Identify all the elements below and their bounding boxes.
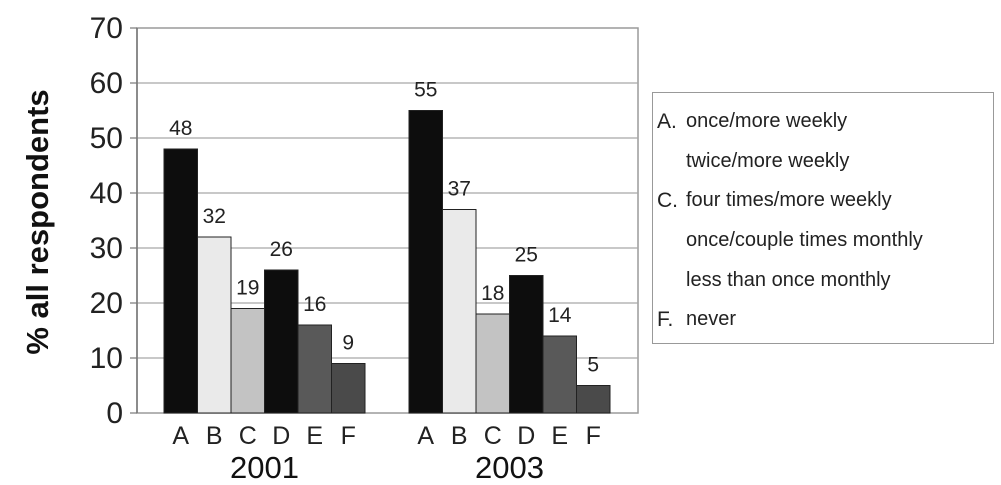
bar [408, 110, 443, 414]
legend-item: A. once/more weekly [657, 102, 993, 142]
y-tick-label: 70 [90, 12, 123, 45]
bar [331, 363, 366, 414]
y-tick-label: 20 [90, 287, 123, 320]
x-tick-label: D [272, 422, 290, 450]
legend-label: once/couple times monthly [686, 229, 923, 252]
legend-label: once/more weekly [686, 110, 848, 133]
bar [576, 385, 611, 414]
data-label: 5 [587, 354, 599, 377]
legend-key: F. [657, 307, 674, 331]
group-label: 2003 [475, 450, 544, 485]
legend-item: C. four times/more weekly [657, 181, 993, 221]
bars [163, 110, 611, 414]
bar [542, 335, 577, 414]
legend-key: C. [657, 188, 678, 212]
y-tick-label: 40 [90, 177, 123, 210]
legend-item: once/couple times monthly [657, 221, 993, 261]
bar [475, 313, 510, 414]
x-tick-label: A [172, 422, 189, 450]
bar [297, 324, 332, 414]
x-tick-label: B [206, 422, 223, 450]
y-tick-label: 50 [90, 122, 123, 155]
x-tick-label: D [517, 422, 535, 450]
x-tick-label: B [451, 422, 468, 450]
data-label: 16 [303, 293, 326, 316]
x-tick-label: A [417, 422, 434, 450]
bar [509, 275, 544, 414]
data-label: 9 [342, 332, 354, 355]
data-label: 26 [270, 238, 293, 261]
legend-label: never [686, 308, 737, 331]
data-label: 48 [169, 117, 192, 140]
x-tick-label: E [551, 422, 568, 450]
legend-item: twice/more weekly [657, 142, 993, 182]
legend-key: A. [657, 109, 677, 133]
y-tick-label: 30 [90, 232, 123, 265]
data-label: 19 [236, 277, 259, 300]
y-tick-label: 60 [90, 67, 123, 100]
y-tick-label: 0 [106, 397, 123, 430]
bar [264, 269, 299, 414]
x-tick-label: C [484, 422, 502, 450]
bar [442, 209, 477, 414]
bar [163, 148, 198, 414]
legend-label: less than once monthly [686, 268, 891, 291]
data-label: 55 [414, 79, 437, 102]
bar [197, 236, 232, 414]
legend-item: F. never [657, 300, 993, 340]
y-tick-label: 10 [90, 342, 123, 375]
legend-label: twice/more weekly [686, 149, 850, 172]
bar [230, 308, 265, 414]
y-axis-label: % all respondents [20, 89, 55, 354]
x-tick-label: F [341, 422, 356, 450]
x-tick-label: E [306, 422, 323, 450]
legend-item: less than once monthly [657, 260, 993, 300]
legend: A. once/more weekly twice/more weekly C.… [652, 92, 994, 344]
data-label: 32 [203, 205, 226, 228]
x-tick-label: C [239, 422, 257, 450]
legend-label: four times/more weekly [686, 189, 892, 212]
group-label: 2001 [230, 450, 299, 485]
x-tick-label: F [586, 422, 601, 450]
data-label: 25 [515, 244, 538, 267]
data-label: 37 [448, 178, 471, 201]
data-labels: 48 32 19 26 16 9 55 37 18 25 14 5 [169, 79, 599, 377]
data-label: 18 [481, 282, 504, 305]
data-label: 14 [548, 304, 572, 327]
